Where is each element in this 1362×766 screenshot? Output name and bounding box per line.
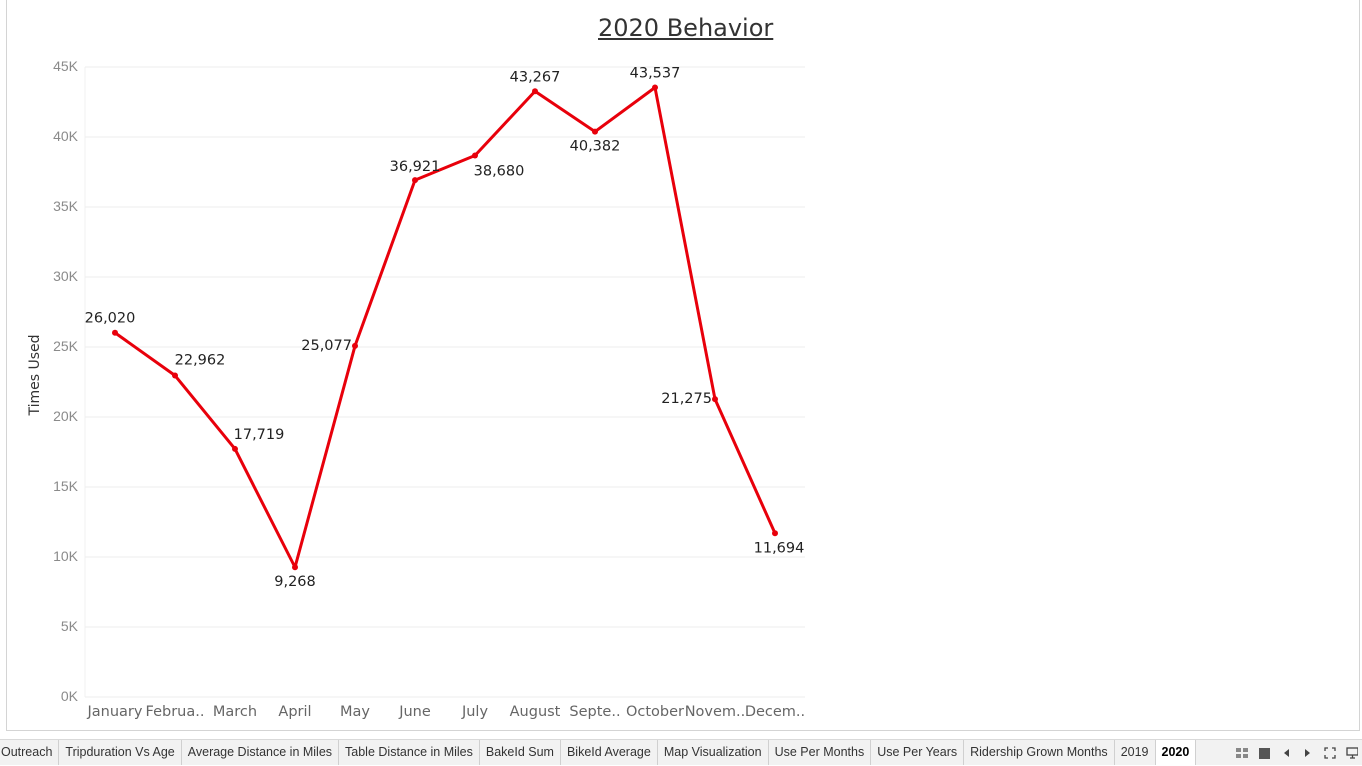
data-label: 11,694 <box>754 540 805 556</box>
tab-controls <box>1236 740 1358 766</box>
x-tick-label: April <box>278 704 311 720</box>
data-label: 25,077 <box>301 338 352 354</box>
series-line <box>114 85 777 569</box>
sheet-tabs: Outreach Tripduration Vs Age Average Dista… <box>0 740 1197 766</box>
sheet-tab[interactable]: Outreach <box>0 740 60 765</box>
data-point <box>652 84 658 91</box>
y-tick-label: 0K <box>61 688 79 704</box>
data-label: 36,921 <box>390 159 441 175</box>
next-icon[interactable] <box>1302 747 1314 759</box>
sheet-tab[interactable]: Use Per Years <box>871 740 965 765</box>
presentation-icon[interactable] <box>1346 747 1358 759</box>
x-tick-label: March <box>213 704 257 720</box>
data-point <box>172 372 178 379</box>
data-point <box>592 128 598 135</box>
single-view-icon[interactable] <box>1258 747 1270 759</box>
data-point <box>472 152 478 159</box>
y-tick-label: 45K <box>53 58 79 74</box>
data-label: 43,537 <box>630 65 681 81</box>
y-tick-label: 30K <box>53 268 79 284</box>
sheet-tab[interactable]: 2020 <box>1155 740 1197 765</box>
data-label: 26,020 <box>85 311 136 327</box>
sheet-tab[interactable]: Map Visualization <box>658 740 769 765</box>
prev-icon[interactable] <box>1280 747 1292 759</box>
x-tick-label: October <box>626 704 684 720</box>
x-tick-label: Novem.. <box>685 704 746 720</box>
x-tick-label: June <box>398 704 431 720</box>
x-tick-label: July <box>461 704 488 720</box>
x-tick-label: May <box>340 704 370 720</box>
y-tick-label: 5K <box>61 618 79 634</box>
data-label: 43,267 <box>510 69 561 85</box>
y-tick-label: 20K <box>53 408 79 424</box>
y-tick-label: 35K <box>53 198 79 214</box>
y-tick-label: 40K <box>53 128 79 144</box>
data-point <box>532 88 538 95</box>
y-axis-title: Times Used <box>27 334 43 416</box>
data-point <box>412 177 418 184</box>
sheet-tab[interactable]: BakeId Sum <box>480 740 561 765</box>
sheet-tab[interactable]: Ridership Grown Months <box>964 740 1115 765</box>
data-point <box>772 530 778 537</box>
data-point <box>352 342 358 349</box>
x-tick-label: Septe.. <box>569 704 620 720</box>
data-point <box>232 445 238 452</box>
sheet-tab[interactable]: Table Distance in Miles <box>339 740 480 765</box>
sheet-tab[interactable]: Use Per Months <box>769 740 872 765</box>
x-tick-label: August <box>510 704 561 720</box>
data-point <box>112 329 118 336</box>
data-label: 40,382 <box>570 139 621 155</box>
data-point <box>712 396 718 403</box>
fullscreen-icon[interactable] <box>1324 747 1336 759</box>
sheet-tab-bar: Outreach Tripduration Vs Age Average Dista… <box>0 739 1362 765</box>
x-tick-label: January <box>87 704 143 720</box>
data-label: 22,962 <box>175 353 226 369</box>
data-point <box>292 564 298 571</box>
x-tick-label: Februa.. <box>146 704 205 720</box>
sheet-tab[interactable]: 2019 <box>1115 740 1156 765</box>
data-label: 38,680 <box>474 163 525 179</box>
data-label: 9,268 <box>274 574 316 590</box>
dashboard-canvas <box>6 0 1360 731</box>
grid-view-icon[interactable] <box>1236 747 1248 759</box>
line-chart: 0K 5K 10K 15K 20K 25K 30K 35K 40K 45K Times Used Ja… <box>27 58 805 720</box>
x-tick-label: Decem.. <box>745 704 805 720</box>
data-label: 21,275 <box>661 391 712 407</box>
data-label: 17,719 <box>234 427 285 443</box>
y-tick-label: 25K <box>53 338 79 354</box>
y-tick-label: 10K <box>53 548 79 564</box>
sheet-tab[interactable]: BikeId Average <box>561 740 658 765</box>
chart-title: 2020 Behavior <box>598 14 774 42</box>
y-tick-label: 15K <box>53 478 79 494</box>
sheet-tab[interactable]: Tripduration Vs Age <box>59 740 182 765</box>
sheet-tab[interactable]: Average Distance in Miles <box>182 740 340 765</box>
